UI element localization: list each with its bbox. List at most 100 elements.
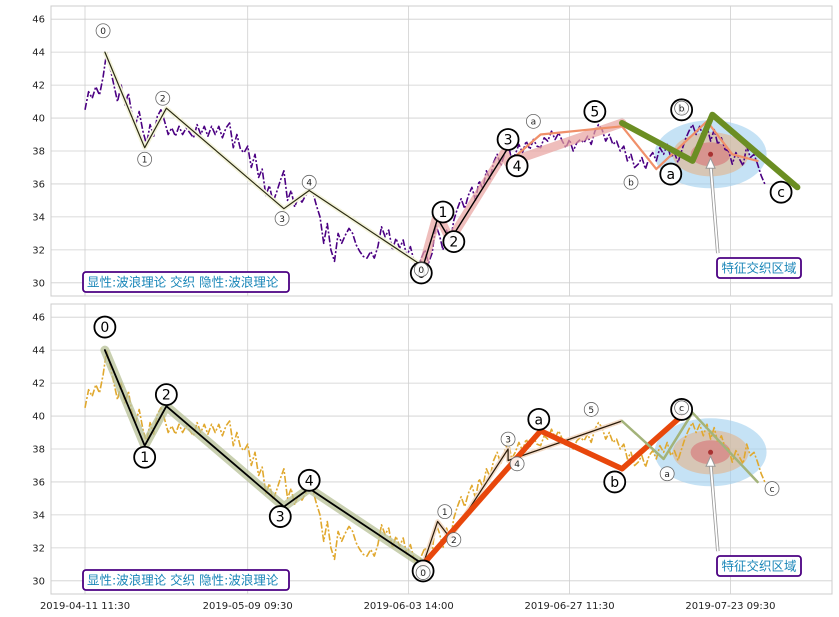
wave-label-text: 4: [306, 179, 312, 189]
wave-label-text: 1: [442, 508, 448, 518]
wave-label-text: 1: [142, 156, 148, 166]
wave-label-circle: [442, 230, 466, 254]
wave-label-circle: [623, 174, 639, 190]
wave-label-circle: [446, 532, 462, 548]
wave-label-circle: [133, 445, 157, 469]
wave-label-circle: [505, 154, 529, 178]
wave-label-text: c: [679, 404, 684, 414]
wave-path: [422, 146, 509, 267]
y-tick-label: 32: [32, 245, 45, 256]
wave-label-circle: [527, 407, 551, 431]
wave-label-text: 5: [588, 406, 594, 416]
wave-label-circle: [268, 505, 292, 528]
y-tick-label: 34: [32, 212, 45, 223]
wave-label-text: b: [628, 179, 634, 189]
zone-label-box: [716, 555, 802, 577]
wave-label-circle: [437, 504, 453, 520]
x-tick-label: 2019-07-23 09:30: [685, 601, 775, 612]
y-tick-label: 46: [32, 15, 45, 26]
wave-path: [104, 51, 424, 267]
zone-arrow-shaft: [709, 164, 719, 254]
wave-label-circle: [496, 128, 520, 151]
wave-label-circle: [659, 466, 675, 482]
zone-center-dot: [708, 151, 714, 157]
wave-label-text: c: [770, 485, 775, 495]
wave-label-text: 3: [279, 215, 285, 225]
zone-label-text: 特征交织区域: [721, 558, 796, 573]
wave-label-text: 2: [449, 235, 458, 251]
wave-path: [104, 349, 425, 566]
wave-label-text: 4: [513, 159, 522, 175]
wave-label-text: 4: [305, 473, 314, 489]
info-text: 显性:波浪理论 交织 隐性:波浪理论: [87, 275, 279, 290]
wave-path: [619, 111, 801, 191]
wave-label-circle: [674, 100, 690, 116]
wave-label-circle: [764, 481, 780, 496]
y-tick-label: 30: [32, 278, 45, 289]
zone-label-box: [716, 257, 802, 279]
wave-label-text: 2: [160, 95, 166, 105]
y-tick-label: 44: [32, 48, 45, 59]
wave-path: [620, 411, 759, 484]
wave-label-circle: [154, 383, 178, 407]
wave-label-circle: [137, 151, 153, 167]
y-tick-label: 36: [32, 179, 45, 190]
zone-arrow-head: [705, 157, 716, 169]
wave-label-text: a: [535, 412, 544, 428]
x-tick-label: 2019-06-27 11:30: [524, 601, 614, 612]
wave-label-circle: [583, 100, 607, 123]
wave-label-circle: [500, 431, 516, 447]
info-box: [82, 569, 290, 591]
wave-label-text: 5: [590, 104, 599, 120]
x-tick-label: 2019-05-09 09:30: [203, 601, 293, 612]
y-tick-label: 40: [32, 412, 45, 423]
wave-label-text: c: [777, 185, 785, 201]
wave-label-text: 0: [100, 320, 109, 336]
zone-center-dot: [708, 449, 714, 455]
y-tick-label: 42: [32, 81, 45, 92]
wave-label-text: 0: [418, 266, 424, 276]
wave-label-text: 2: [162, 388, 171, 404]
wave-label-circle: [93, 315, 117, 339]
zone-arrow-shaft: [709, 462, 719, 552]
wave-label-text: 3: [504, 132, 513, 148]
wave-label-text: a: [664, 470, 670, 480]
wave-label-text: 3: [276, 510, 285, 526]
wave-label-text: a: [531, 118, 537, 128]
y-tick-label: 38: [32, 445, 45, 456]
wave-label-circle: [431, 200, 455, 224]
wave-label-circle: [525, 113, 541, 129]
wave-label-circle: [95, 23, 111, 39]
y-tick-label: 44: [32, 346, 45, 357]
zone-label-text: 特征交织区域: [721, 260, 796, 275]
y-tick-label: 38: [32, 147, 45, 158]
wave-label-text: b: [679, 104, 685, 114]
wave-label-circle: [274, 211, 290, 226]
info-text: 显性:波浪理论 交织 隐性:波浪理论: [87, 573, 279, 588]
wave-label-circle: [155, 90, 171, 106]
wave-label-circle: [583, 402, 599, 417]
wave-label-circle: [674, 400, 690, 416]
x-tick-label: 2019-06-03 14:00: [364, 601, 454, 612]
wave-label-circle: [415, 565, 431, 580]
y-tick-label: 36: [32, 477, 45, 488]
wave-path: [420, 413, 685, 568]
price-line: [84, 51, 766, 271]
wave-label-circle: [297, 468, 321, 492]
y-tick-label: 30: [32, 576, 45, 587]
wave-label-circle: [769, 180, 793, 204]
wave-label-circle: [509, 456, 525, 472]
wave-label-text: 0: [100, 27, 106, 37]
wave-label-text: b: [610, 475, 619, 491]
price-line: [84, 349, 766, 569]
wave-label-circle: [301, 174, 317, 190]
y-tick-label: 40: [32, 114, 45, 125]
wave-label-circle: [603, 470, 627, 494]
wave-label-circle: [413, 262, 429, 278]
wave-label-circle: [659, 162, 683, 186]
wave-label-text: 1: [439, 205, 448, 221]
panel-upper: 30323436384042444601234001234a5babbc特征交织…: [32, 5, 833, 297]
wave-label-text: 1: [140, 450, 149, 466]
